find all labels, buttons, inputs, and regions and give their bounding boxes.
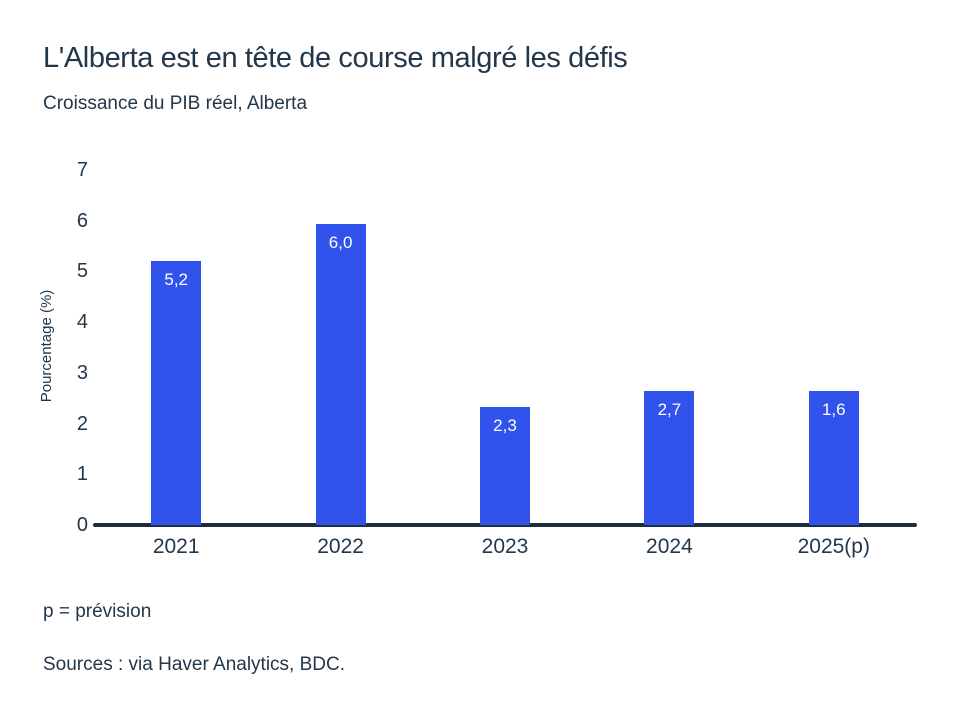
- bar-2022: 6,0: [315, 224, 366, 525]
- bar-value-label: 2,7: [657, 399, 682, 419]
- x-tick-label-2021: 2021: [152, 535, 200, 558]
- y-tick-label: 2: [76, 412, 88, 435]
- x-tick-label-2023: 2023: [481, 535, 529, 558]
- x-tick-label-2022: 2022: [317, 535, 364, 558]
- y-tick-label: 0: [76, 514, 88, 536]
- bar-2021: 5,2: [151, 261, 202, 525]
- x-axis-ticks: 2021 2022 2023 2024 2025(p): [94, 535, 916, 563]
- y-tick-label: 3: [76, 361, 88, 384]
- y-tick-label: 6: [76, 209, 88, 232]
- plot-area: 5,2 6,0 2,3 2,7 1,6: [93, 170, 917, 527]
- chart-subtitle: Croissance du PIB réel, Alberta: [43, 93, 308, 114]
- y-tick-label: 7: [76, 159, 88, 181]
- page-title: L'Alberta est en tête de course malgré l…: [43, 42, 628, 74]
- x-tick-label-2025(p): 2025(p): [797, 535, 870, 558]
- y-tick-label: 5: [76, 260, 88, 283]
- source-note: Sources : via Haver Analytics, BDC.: [43, 654, 345, 675]
- x-tick-label-2024: 2024: [646, 535, 693, 558]
- y-tick-label: 1: [76, 463, 88, 486]
- bar-value-label: 1,6: [821, 399, 846, 419]
- bar-value-label: 2,3: [493, 415, 517, 435]
- bar-value-label: 6,0: [328, 233, 353, 253]
- footnote: p = prévision: [43, 601, 152, 622]
- x-axis-line: [93, 523, 917, 527]
- bar-2025(p): 1,6: [808, 390, 859, 525]
- y-axis-ticks: 0 1 2 3 4 5 6 7: [0, 159, 88, 536]
- bar-value-label: 5,2: [164, 270, 188, 290]
- y-tick-label: 4: [76, 311, 88, 334]
- bar-2023: 2,3: [480, 406, 530, 525]
- bar-2024: 2,7: [644, 390, 695, 525]
